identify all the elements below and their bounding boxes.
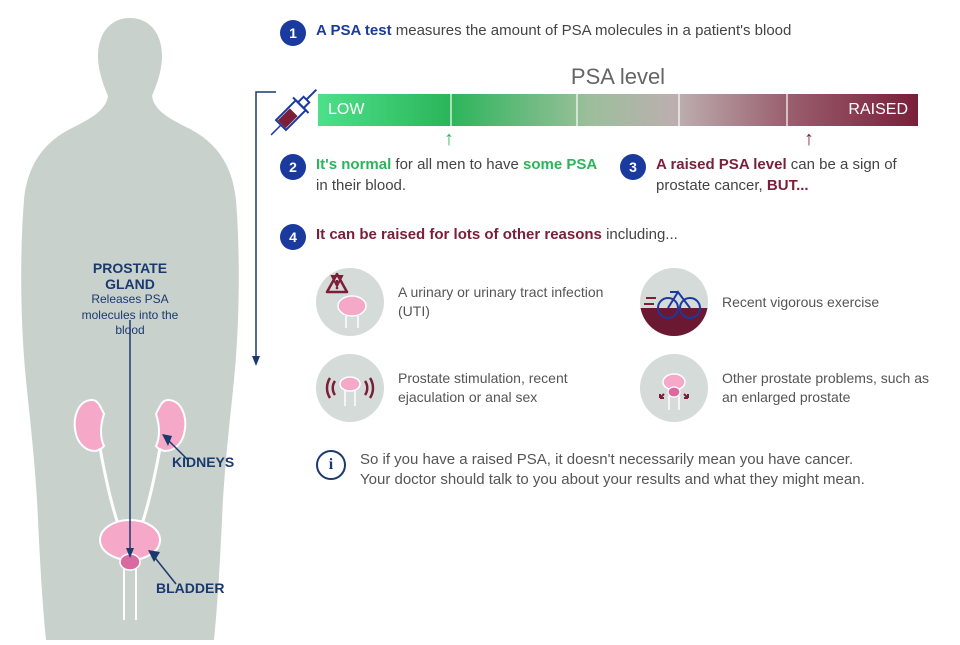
step-1-bold: A PSA test — [316, 22, 392, 39]
step-3-bold: A raised PSA level — [656, 156, 787, 173]
reason-stimulation: Prostate stimulation, recent ejaculation… — [316, 354, 616, 422]
step-2-bold2: some PSA — [523, 156, 597, 173]
reason-stimulation-text: Prostate stimulation, recent ejaculation… — [398, 369, 616, 407]
bullet-3: 3 — [620, 154, 646, 180]
psa-raised-label: RAISED — [838, 94, 918, 126]
step-2-rest: in their blood. — [316, 177, 406, 194]
bladder-label: BLADDER — [156, 580, 224, 596]
step-2: 2 It's normal for all men to have some P… — [280, 154, 600, 196]
footer-text: So if you have a raised PSA, it doesn't … — [360, 450, 880, 491]
psa-ticks — [318, 94, 918, 126]
footer-note: i So if you have a raised PSA, it doesn'… — [316, 450, 940, 491]
step-1: 1 A PSA test measures the amount of PSA … — [280, 20, 940, 46]
reason-enlarged: Other prostate problems, such as an enla… — [640, 354, 940, 422]
psa-bar-container: PSA level LOW RAISED ↑ ↑ — [318, 64, 918, 126]
enlarged-icon — [640, 354, 708, 422]
step-4-bold: It can be raised for lots of other reaso… — [316, 226, 602, 243]
psa-bar-title: PSA level — [318, 64, 918, 90]
kidneys-label: KIDNEYS — [172, 454, 234, 470]
info-icon: i — [316, 450, 346, 480]
prostate-title: PROSTATE GLAND — [70, 260, 190, 292]
step-3: 3 A raised PSA level can be a sign of pr… — [620, 154, 940, 196]
step-3-but: BUT... — [767, 177, 809, 194]
step-4-rest: including... — [602, 226, 678, 243]
step-4-text: It can be raised for lots of other reaso… — [316, 224, 678, 245]
bullet-2: 2 — [280, 154, 306, 180]
psa-raised-arrow-icon: ↑ — [804, 128, 814, 151]
reason-enlarged-text: Other prostate problems, such as an enla… — [722, 369, 940, 407]
reason-exercise-text: Recent vigorous exercise — [722, 293, 879, 312]
step-1-rest: measures the amount of PSA molecules in … — [392, 22, 792, 39]
body-silhouette: PROSTATE GLAND Releases PSA molecules in… — [0, 0, 260, 640]
step-4: 4 It can be raised for lots of other rea… — [280, 224, 940, 250]
bullet-1: 1 — [280, 20, 306, 46]
content-panel: 1 A PSA test measures the amount of PSA … — [280, 20, 940, 491]
reason-exercise: Recent vigorous exercise — [640, 268, 940, 336]
exercise-icon — [640, 268, 708, 336]
steps-2-3-row: 2 It's normal for all men to have some P… — [280, 154, 940, 196]
psa-bar: LOW RAISED ↑ ↑ — [318, 94, 918, 126]
stimulation-icon — [316, 354, 384, 422]
step-2-text: It's normal for all men to have some PSA… — [316, 154, 600, 196]
prostate-desc: Releases PSA molecules into the blood — [70, 292, 190, 339]
bullet-4: 4 — [280, 224, 306, 250]
step-2-mid: for all men to have — [391, 156, 523, 173]
reason-uti: A urinary or urinary tract infection (UT… — [316, 268, 616, 336]
psa-low-label: LOW — [318, 94, 374, 126]
prostate-label: PROSTATE GLAND Releases PSA molecules in… — [70, 260, 190, 339]
psa-low-arrow-icon: ↑ — [444, 128, 454, 151]
reason-uti-text: A urinary or urinary tract infection (UT… — [398, 283, 616, 321]
step-1-text: A PSA test measures the amount of PSA mo… — [316, 20, 791, 41]
step-3-text: A raised PSA level can be a sign of pros… — [656, 154, 940, 196]
step-2-bold1: It's normal — [316, 156, 391, 173]
reasons-grid: A urinary or urinary tract infection (UT… — [316, 268, 940, 422]
uti-icon — [316, 268, 384, 336]
